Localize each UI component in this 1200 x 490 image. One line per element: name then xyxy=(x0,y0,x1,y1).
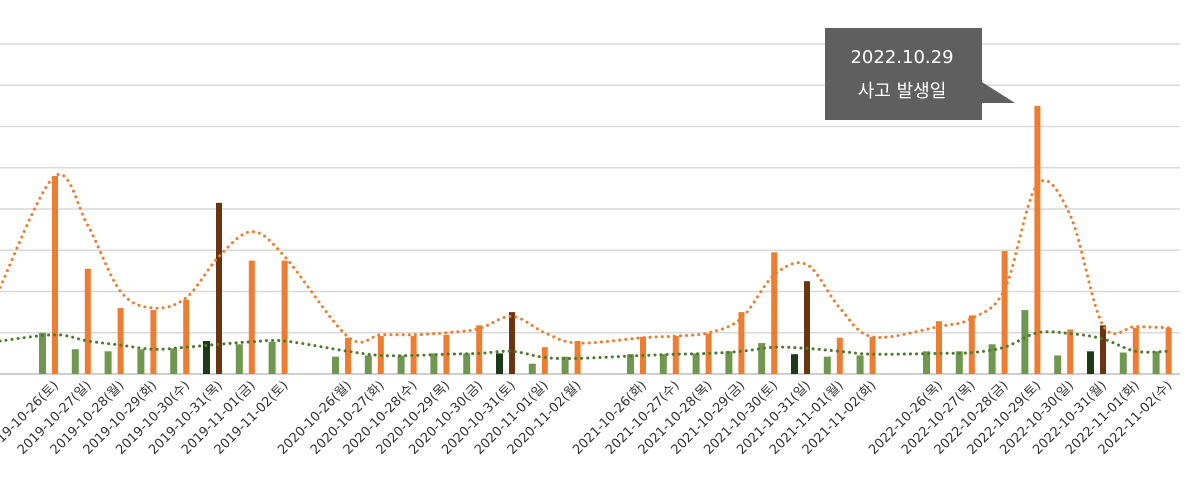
bar-orange xyxy=(936,321,942,374)
bar-green xyxy=(791,354,798,374)
bar-orange xyxy=(509,312,515,374)
bar-orange xyxy=(541,347,548,374)
bar-orange xyxy=(410,336,417,374)
bar-green xyxy=(1152,351,1160,374)
bar-green xyxy=(856,355,864,374)
bar-green xyxy=(528,363,536,374)
bar-green xyxy=(1119,352,1127,374)
bar-orange xyxy=(216,202,222,374)
line-orange-dotted xyxy=(0,172,1171,345)
bar-orange xyxy=(248,260,255,374)
lines-layer xyxy=(0,172,1171,361)
bar-green xyxy=(692,353,700,374)
bar-orange xyxy=(804,281,810,374)
bar-orange xyxy=(771,252,778,374)
bar-orange xyxy=(968,315,975,374)
bar-orange xyxy=(672,336,679,374)
bar-green xyxy=(137,349,145,374)
bar-green xyxy=(463,353,471,374)
bar-green xyxy=(235,344,243,374)
bar-orange xyxy=(183,299,190,374)
bar-orange xyxy=(281,260,288,374)
bar-green xyxy=(659,354,667,374)
bar-orange xyxy=(1067,329,1074,374)
bar-orange xyxy=(117,308,124,374)
bar-orange xyxy=(1100,325,1106,374)
bar-orange xyxy=(574,341,581,374)
bar-green xyxy=(430,353,438,374)
bar-orange xyxy=(476,325,483,374)
bar-green xyxy=(955,351,963,374)
bar-green xyxy=(823,356,831,374)
bar-green xyxy=(1054,355,1062,374)
bar-orange xyxy=(1034,105,1041,374)
bar-green xyxy=(364,355,372,374)
bar-orange xyxy=(84,268,91,374)
bar-orange xyxy=(443,334,450,374)
bar-orange xyxy=(1165,327,1172,374)
bar-green xyxy=(496,353,503,374)
bar-green xyxy=(268,341,276,374)
bar-green xyxy=(71,349,79,374)
bar-green xyxy=(627,354,634,374)
bar-green xyxy=(1021,310,1029,374)
bar-green xyxy=(332,356,339,374)
bar-green xyxy=(104,351,112,374)
bar-green xyxy=(923,351,930,374)
grid-layer xyxy=(0,43,1180,375)
bar-orange xyxy=(345,337,351,374)
bar-orange xyxy=(150,310,157,374)
bar-orange xyxy=(52,176,58,374)
bar-orange xyxy=(738,312,745,374)
callout-label: 사고 발생일 xyxy=(858,81,947,102)
bar-green xyxy=(988,344,996,374)
bar-green xyxy=(725,351,733,374)
bar-green xyxy=(1087,351,1094,374)
bar-green xyxy=(39,332,46,374)
bars-layer xyxy=(39,105,1172,374)
callout-date: 2022.10.29 xyxy=(850,47,953,68)
bar-green xyxy=(170,348,178,374)
x-tick-labels: 2019-10-26(토)2019-10-27(일)2019-10-28(월)2… xyxy=(0,378,1175,458)
bar-green xyxy=(203,341,210,374)
callout-box xyxy=(825,28,1015,120)
bar-orange xyxy=(869,336,876,374)
bar-green xyxy=(397,355,405,374)
bar-green xyxy=(758,343,766,374)
bar-green xyxy=(561,356,569,374)
bar-orange xyxy=(836,337,843,374)
bar-orange xyxy=(1001,251,1008,374)
callout-annotation: 2022.10.29 사고 발생일 xyxy=(825,28,1015,120)
